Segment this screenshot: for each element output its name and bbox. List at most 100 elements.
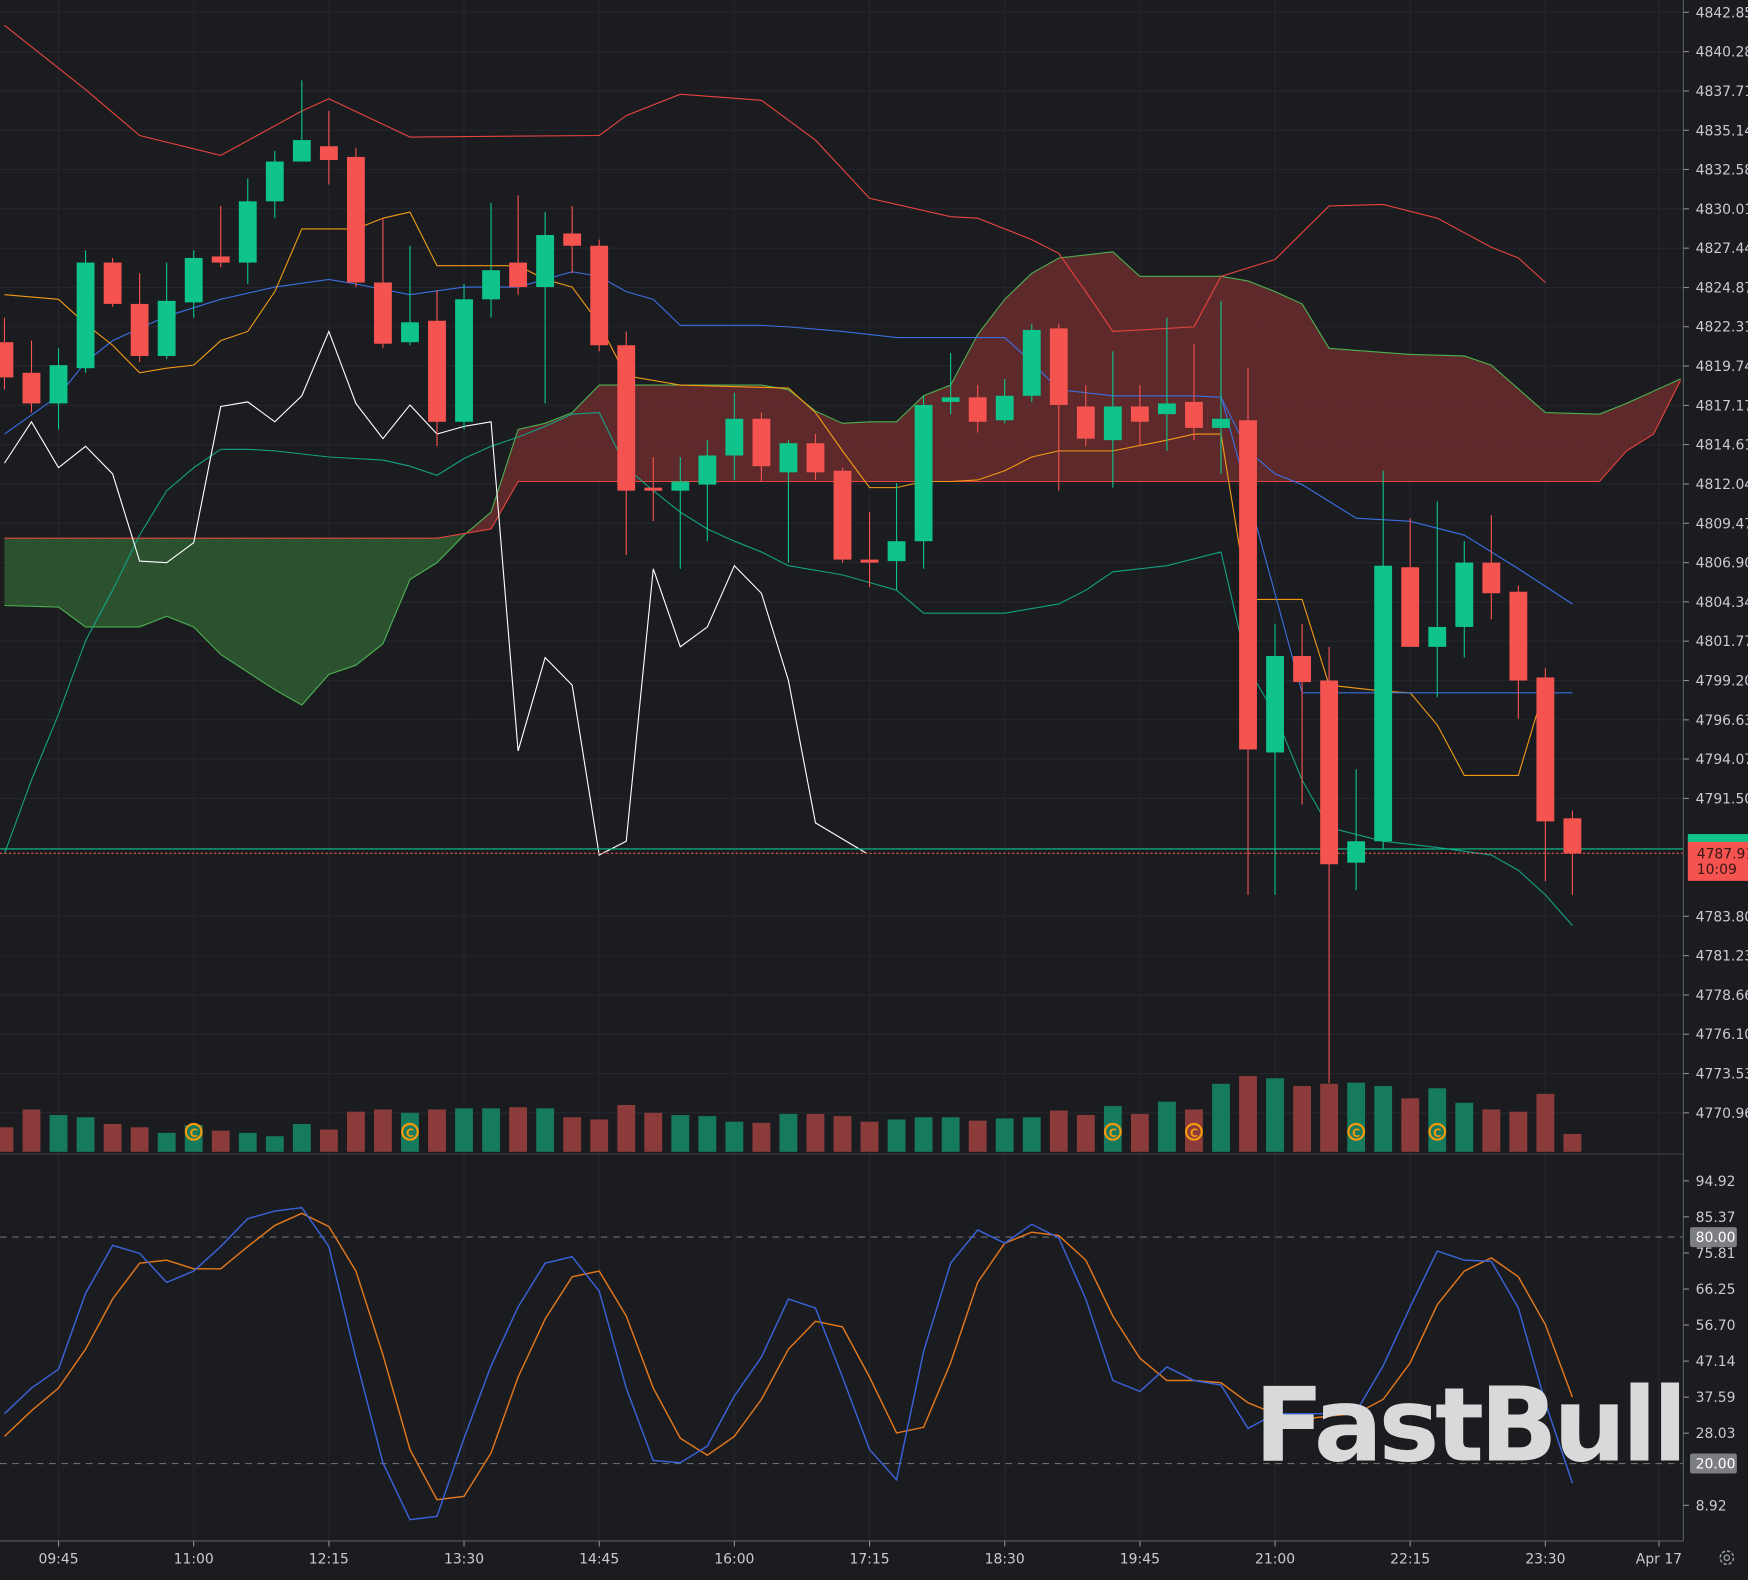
candle-body[interactable]	[1536, 677, 1555, 822]
candle-body[interactable]	[1509, 591, 1528, 681]
cloud-segment	[1545, 412, 1560, 482]
candle-body[interactable]	[698, 455, 717, 485]
candle-body[interactable]	[1022, 329, 1041, 396]
candle-body[interactable]	[779, 443, 798, 473]
candle-body[interactable]	[563, 233, 582, 246]
candle-body[interactable]	[1157, 403, 1176, 415]
candle-body[interactable]	[265, 161, 284, 202]
price-tick-label: 4804.34	[1696, 595, 1748, 611]
time-tick-label: 17:15	[849, 1551, 889, 1567]
candle-body[interactable]	[482, 270, 500, 300]
cloud-segment	[1572, 413, 1587, 482]
candle-body[interactable]	[617, 345, 636, 491]
time-tick-label: Apr 17	[1636, 1551, 1682, 1567]
candle-body[interactable]	[1374, 565, 1393, 842]
candle-body[interactable]	[22, 372, 41, 404]
candle-body[interactable]	[1428, 626, 1447, 647]
candle-body[interactable]	[887, 541, 906, 562]
candle-body[interactable]	[536, 235, 555, 288]
settings-gear-icon[interactable]	[1719, 1550, 1735, 1566]
cloud-segment	[45, 538, 60, 608]
cloud-segment	[1585, 413, 1601, 482]
cloud-segment	[1423, 354, 1438, 482]
volume-bar	[374, 1109, 392, 1152]
candle-body[interactable]	[1103, 406, 1122, 441]
volume-bar	[995, 1118, 1014, 1152]
cloud-segment	[409, 538, 425, 580]
candle-body[interactable]	[103, 262, 122, 304]
candle-body[interactable]	[1401, 567, 1420, 647]
candle-body[interactable]	[1130, 406, 1149, 422]
copyright-marker-icon[interactable]	[1185, 1122, 1203, 1141]
candle-body[interactable]	[725, 418, 744, 456]
candle-body[interactable]	[1347, 841, 1366, 863]
stoch-band-label-box	[1690, 1453, 1737, 1474]
candle-body[interactable]	[1293, 656, 1311, 683]
candle-body[interactable]	[238, 201, 257, 263]
cloud-segment	[355, 538, 370, 666]
candle-body[interactable]	[941, 397, 960, 402]
candle-body[interactable]	[346, 156, 365, 283]
candle-body[interactable]	[752, 418, 771, 467]
candle-body[interactable]	[0, 342, 14, 378]
price-tick-label: 4832.58	[1696, 163, 1748, 179]
cloud-segment	[153, 538, 168, 622]
candle-body[interactable]	[292, 140, 311, 162]
candle-body[interactable]	[1212, 418, 1230, 428]
time-axis[interactable]: 09:45 11:00 12:15 13:30 14:45 16:00 17:15 18:30…	[38, 1540, 1682, 1567]
candle-body[interactable]	[211, 256, 230, 263]
cloud-segment	[234, 538, 249, 673]
cloud-segment	[1477, 360, 1492, 482]
copyright-marker-icon[interactable]	[1103, 1122, 1122, 1141]
candle-body[interactable]	[1076, 406, 1095, 439]
candle-body[interactable]	[644, 487, 663, 491]
candle-body[interactable]	[509, 262, 528, 288]
candle-body[interactable]	[428, 320, 446, 422]
candle-body[interactable]	[1049, 328, 1068, 405]
candle-body[interactable]	[184, 257, 203, 303]
candlesticks[interactable]	[0, 80, 1582, 1084]
candle-body[interactable]	[968, 397, 987, 422]
candle-body[interactable]	[914, 404, 933, 542]
time-tick-label: 19:45	[1120, 1551, 1160, 1567]
volume-bar	[1212, 1083, 1230, 1152]
copyright-marker-icon[interactable]	[1428, 1122, 1447, 1141]
candle-body[interactable]	[806, 443, 825, 473]
volume-bar	[401, 1112, 419, 1152]
candle-body[interactable]	[157, 300, 176, 356]
candle-body[interactable]	[833, 470, 852, 560]
candle-body[interactable]	[76, 262, 95, 369]
candle-body[interactable]	[860, 559, 879, 563]
candle-body[interactable]	[1320, 680, 1339, 865]
stoch-band-label-box	[1690, 1227, 1737, 1248]
candle-body[interactable]	[130, 303, 149, 356]
copyright-marker-icon[interactable]	[1347, 1122, 1366, 1141]
price-tick-label: 4781.23	[1696, 949, 1748, 965]
candle-body[interactable]	[995, 395, 1014, 421]
price-axis[interactable]: 4842.85 4840.28 4837.71 4835.14 4832.58 4830.…	[1683, 5, 1748, 1122]
candle-body[interactable]	[1455, 562, 1474, 627]
candle-body[interactable]	[1563, 818, 1582, 854]
candle-body[interactable]	[401, 322, 419, 343]
candle-body[interactable]	[1239, 420, 1257, 750]
candle-body[interactable]	[319, 146, 338, 161]
stochastic-axis[interactable]: 94.92 85.37 75.81 66.25 56.70 47.14 37.59 28.03…	[1683, 1174, 1737, 1515]
volume-bar	[1293, 1086, 1311, 1152]
cloud-segment	[1531, 400, 1546, 482]
candle-body[interactable]	[455, 299, 473, 422]
cloud-segment	[1153, 276, 1168, 482]
copyright-marker-icon[interactable]	[401, 1122, 419, 1141]
candle-body[interactable]	[1185, 401, 1203, 428]
volume-bar	[1509, 1111, 1528, 1152]
candle-body[interactable]	[374, 282, 392, 344]
stoch-tick-label: 37.59	[1696, 1390, 1736, 1406]
candle-body[interactable]	[49, 365, 68, 404]
candle-body[interactable]	[671, 481, 690, 491]
copyright-marker-icon[interactable]	[184, 1122, 203, 1141]
cloud-segment	[558, 412, 573, 482]
candle-body[interactable]	[590, 245, 609, 346]
candle-body[interactable]	[1482, 562, 1501, 594]
candle-body[interactable]	[1266, 656, 1284, 753]
